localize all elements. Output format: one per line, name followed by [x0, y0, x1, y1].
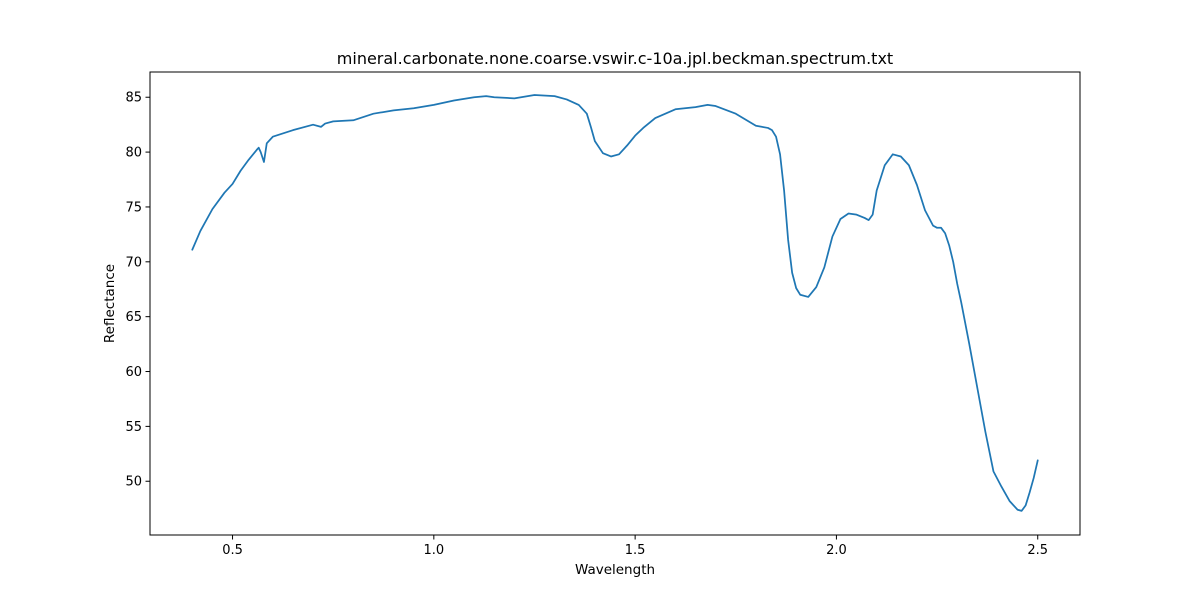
y-tick-label: 80 — [125, 146, 142, 161]
y-tick-label: 65 — [125, 310, 142, 325]
x-axis-ticks: 0.5 1.0 1.5 2.0 2.5 — [222, 535, 1048, 558]
y-tick-label: 60 — [125, 365, 142, 380]
plot-area-frame — [149, 71, 1081, 536]
x-tick-label: 2.0 — [826, 543, 847, 558]
series-layer — [191, 94, 1039, 512]
series-line-0 — [191, 94, 1039, 512]
y-tick-label: 75 — [125, 200, 142, 215]
y-tick-label: 50 — [125, 475, 142, 490]
y-tick-label: 70 — [125, 255, 142, 270]
x-axis-label: Wavelength — [575, 562, 655, 578]
y-axis-ticks: 50 55 60 65 70 75 80 85 — [125, 91, 150, 490]
y-axis-label: Reflectance — [102, 264, 118, 343]
x-tick-label: 2.5 — [1027, 543, 1048, 558]
y-tick-label: 85 — [125, 91, 142, 106]
y-tick-label: 55 — [125, 420, 142, 435]
x-tick-label: 1.5 — [625, 543, 646, 558]
x-tick-label: 1.0 — [423, 543, 444, 558]
chart-title: mineral.carbonate.none.coarse.vswir.c-10… — [337, 49, 893, 68]
x-tick-label: 0.5 — [222, 543, 243, 558]
